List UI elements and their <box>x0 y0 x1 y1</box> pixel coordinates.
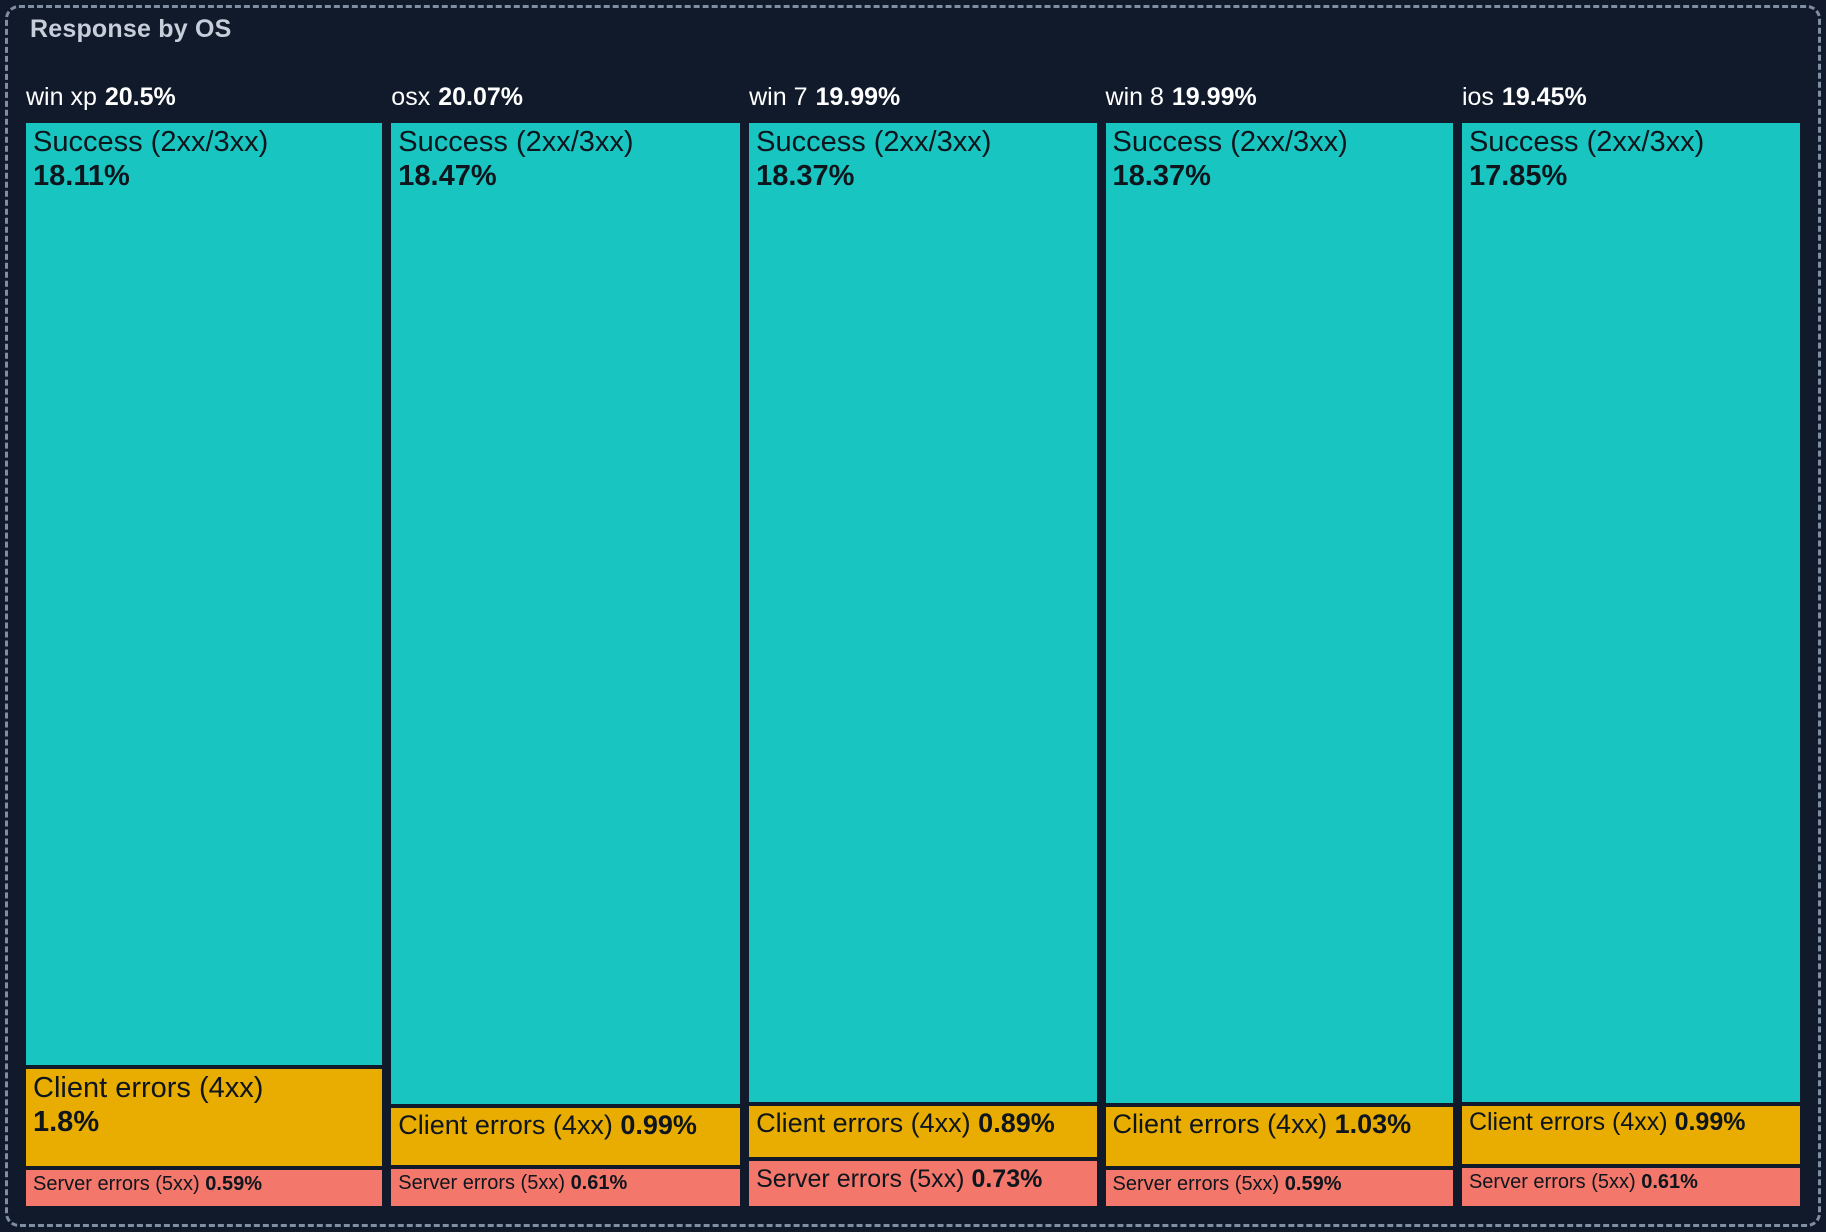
segment-value: 0.59% <box>1284 1172 1342 1195</box>
panel-title: Response by OS <box>30 15 232 43</box>
segment-client-errors[interactable]: Client errors (4xx) 1.03% <box>1105 1106 1453 1166</box>
treemap-column-ios: ios 19.45% Success (2xx/3xx) 17.85% Clie… <box>1461 62 1800 1207</box>
segment-stack: Success (2xx/3xx) 18.37% Client errors (… <box>749 123 1097 1206</box>
column-header-win-7[interactable]: win 7 19.99% <box>749 62 1096 123</box>
segment-label: Client errors (4xx) <box>398 1110 613 1141</box>
segment-client-errors[interactable]: Client errors (4xx) 0.99% <box>391 1108 741 1165</box>
segment-label: Success (2xx/3xx) <box>1468 126 1705 158</box>
segment-stack: Success (2xx/3xx) 18.37% Client errors (… <box>1105 123 1453 1206</box>
segment-label: Client errors (4xx) <box>33 1072 264 1105</box>
segment-value: 0.99% <box>1674 1107 1746 1136</box>
segment-value: 0.73% <box>971 1165 1043 1194</box>
segment-label: Client errors (4xx) <box>1112 1108 1328 1139</box>
column-header-ios[interactable]: ios 19.45% <box>1462 62 1800 123</box>
segment-label: Success (2xx/3xx) <box>33 126 269 158</box>
segment-value: 18.37% <box>1112 160 1211 193</box>
segment-label: Server errors (5xx) <box>1112 1172 1280 1195</box>
segment-value: 17.85% <box>1468 160 1568 193</box>
segment-success[interactable]: Success (2xx/3xx) 18.37% <box>1105 123 1453 1103</box>
segment-label: Server errors (5xx) <box>398 1171 565 1194</box>
os-name: osx <box>391 83 431 111</box>
segment-success[interactable]: Success (2xx/3xx) 18.11% <box>26 123 383 1066</box>
segment-label: Client errors (4xx) <box>1468 1107 1668 1136</box>
segment-value: 18.11% <box>33 160 130 193</box>
segment-stack: Success (2xx/3xx) 17.85% Client errors (… <box>1461 123 1800 1207</box>
segment-server-errors[interactable]: Server errors (5xx) 0.59% <box>1105 1169 1453 1206</box>
segment-label: Client errors (4xx) <box>756 1108 971 1139</box>
segment-value: 0.59% <box>205 1173 262 1196</box>
segment-label: Success (2xx/3xx) <box>756 126 992 158</box>
os-total-pct: 20.07% <box>438 83 523 111</box>
segment-success[interactable]: Success (2xx/3xx) 18.37% <box>749 123 1097 1103</box>
segment-value: 0.89% <box>978 1108 1055 1139</box>
treemap-column-win-7: win 7 19.99% Success (2xx/3xx) 18.37% Cl… <box>749 62 1097 1206</box>
segment-value: 1.8% <box>33 1106 100 1139</box>
segment-value: 0.61% <box>1641 1170 1698 1193</box>
column-header-win-8[interactable]: win 8 19.99% <box>1106 62 1453 123</box>
os-name: win xp <box>26 83 97 111</box>
segment-client-errors[interactable]: Client errors (4xx) 1.8% <box>26 1069 383 1167</box>
treemap-column-win-8: win 8 19.99% Success (2xx/3xx) 18.37% Cl… <box>1105 62 1453 1206</box>
segment-client-errors[interactable]: Client errors (4xx) 0.99% <box>1461 1105 1800 1164</box>
treemap-column-osx: osx 20.07% Success (2xx/3xx) 18.47% Clie… <box>391 62 741 1207</box>
segment-server-errors[interactable]: Server errors (5xx) 0.61% <box>391 1168 741 1207</box>
os-name: win 7 <box>749 83 808 111</box>
segment-label: Server errors (5xx) <box>33 1173 200 1196</box>
os-total-pct: 20.5% <box>104 83 176 111</box>
os-total-pct: 19.99% <box>1171 83 1257 111</box>
column-header-osx[interactable]: osx 20.07% <box>391 62 740 123</box>
treemap-chart: win xp 20.5% Success (2xx/3xx) 18.11% Cl… <box>26 62 1800 1207</box>
segment-server-errors[interactable]: Server errors (5xx) 0.61% <box>1461 1167 1800 1207</box>
os-name: win 8 <box>1105 83 1164 111</box>
treemap-column-win-xp: win xp 20.5% Success (2xx/3xx) 18.11% Cl… <box>26 62 383 1206</box>
segment-label: Server errors (5xx) <box>756 1165 965 1194</box>
segment-value: 18.47% <box>398 160 497 193</box>
os-name: ios <box>1461 83 1494 111</box>
os-total-pct: 19.99% <box>815 83 901 111</box>
segment-value: 18.37% <box>756 160 855 193</box>
segment-value: 0.61% <box>570 1171 628 1194</box>
segment-success[interactable]: Success (2xx/3xx) 18.47% <box>391 123 741 1105</box>
segment-server-errors[interactable]: Server errors (5xx) 0.59% <box>26 1170 383 1206</box>
segment-success[interactable]: Success (2xx/3xx) 17.85% <box>1461 123 1800 1102</box>
segment-stack: Success (2xx/3xx) 18.11% Client errors (… <box>26 123 383 1206</box>
segment-value: 1.03% <box>1334 1108 1412 1139</box>
segment-value: 0.99% <box>620 1110 697 1141</box>
os-total-pct: 19.45% <box>1501 83 1587 111</box>
segment-client-errors[interactable]: Client errors (4xx) 0.89% <box>749 1106 1097 1158</box>
segment-stack: Success (2xx/3xx) 18.47% Client errors (… <box>391 123 741 1207</box>
segment-label: Success (2xx/3xx) <box>1112 126 1348 158</box>
segment-label: Server errors (5xx) <box>1468 1170 1636 1193</box>
column-header-win-xp[interactable]: win xp 20.5% <box>26 62 382 123</box>
segment-server-errors[interactable]: Server errors (5xx) 0.73% <box>749 1161 1097 1206</box>
segment-label: Success (2xx/3xx) <box>398 126 634 158</box>
